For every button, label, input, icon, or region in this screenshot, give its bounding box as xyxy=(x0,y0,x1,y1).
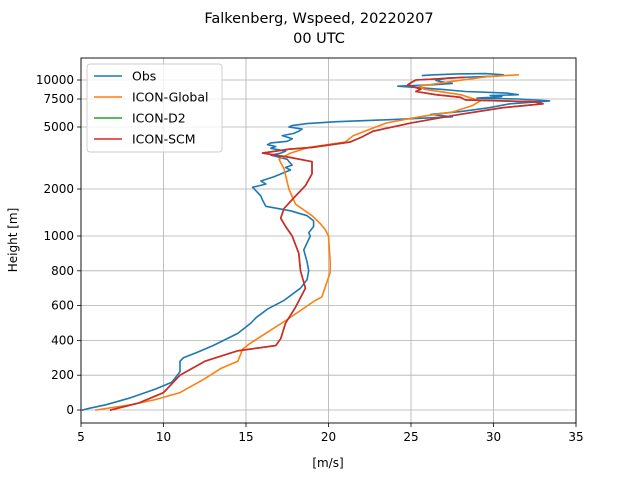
x-tick-label: 35 xyxy=(568,430,583,444)
y-axis-label: Height [m] xyxy=(6,208,20,273)
x-tick-label: 25 xyxy=(403,430,418,444)
legend-box xyxy=(86,63,223,153)
legend-label-obs: Obs xyxy=(132,69,156,84)
y-tick-label: 0 xyxy=(66,403,74,417)
x-tick-label: 15 xyxy=(238,430,253,444)
series-line-icon-scm xyxy=(109,76,544,411)
y-tick-label: 1000 xyxy=(43,229,74,243)
x-tick-label: 5 xyxy=(77,430,85,444)
series-layer xyxy=(81,72,551,411)
x-axis: 5 10 15 20 25 30 35 xyxy=(77,423,584,444)
y-tick-label: 7500 xyxy=(43,92,74,106)
x-tick-label: 10 xyxy=(156,430,171,444)
y-tick-label: 600 xyxy=(51,299,74,313)
y-tick-label: 2000 xyxy=(43,182,74,196)
chart-subtitle: 00 UTC xyxy=(293,31,345,47)
legend-label-icon-d2: ICON-D2 xyxy=(132,111,186,126)
x-axis-label: [m/s] xyxy=(312,456,343,470)
y-axis: 0 200 400 600 800 1000 2000 5000 7500 10000 xyxy=(36,73,81,417)
y-tick-label: 5000 xyxy=(43,120,74,134)
x-tick-label: 30 xyxy=(486,430,501,444)
legend: Obs ICON-Global ICON-D2 ICON-SCM xyxy=(86,63,223,153)
legend-label-icon-global: ICON-Global xyxy=(132,90,208,105)
chart-title: Falkenberg, Wspeed, 20220207 xyxy=(204,11,433,27)
y-tick-label: 10000 xyxy=(36,73,74,87)
y-tick-label: 400 xyxy=(51,333,74,347)
grid xyxy=(80,58,577,423)
x-tick-label: 20 xyxy=(321,430,336,444)
series-line-obs xyxy=(81,72,551,411)
y-tick-label: 200 xyxy=(51,368,74,382)
legend-label-icon-scm: ICON-SCM xyxy=(132,132,196,147)
y-tick-label: 800 xyxy=(51,264,74,278)
